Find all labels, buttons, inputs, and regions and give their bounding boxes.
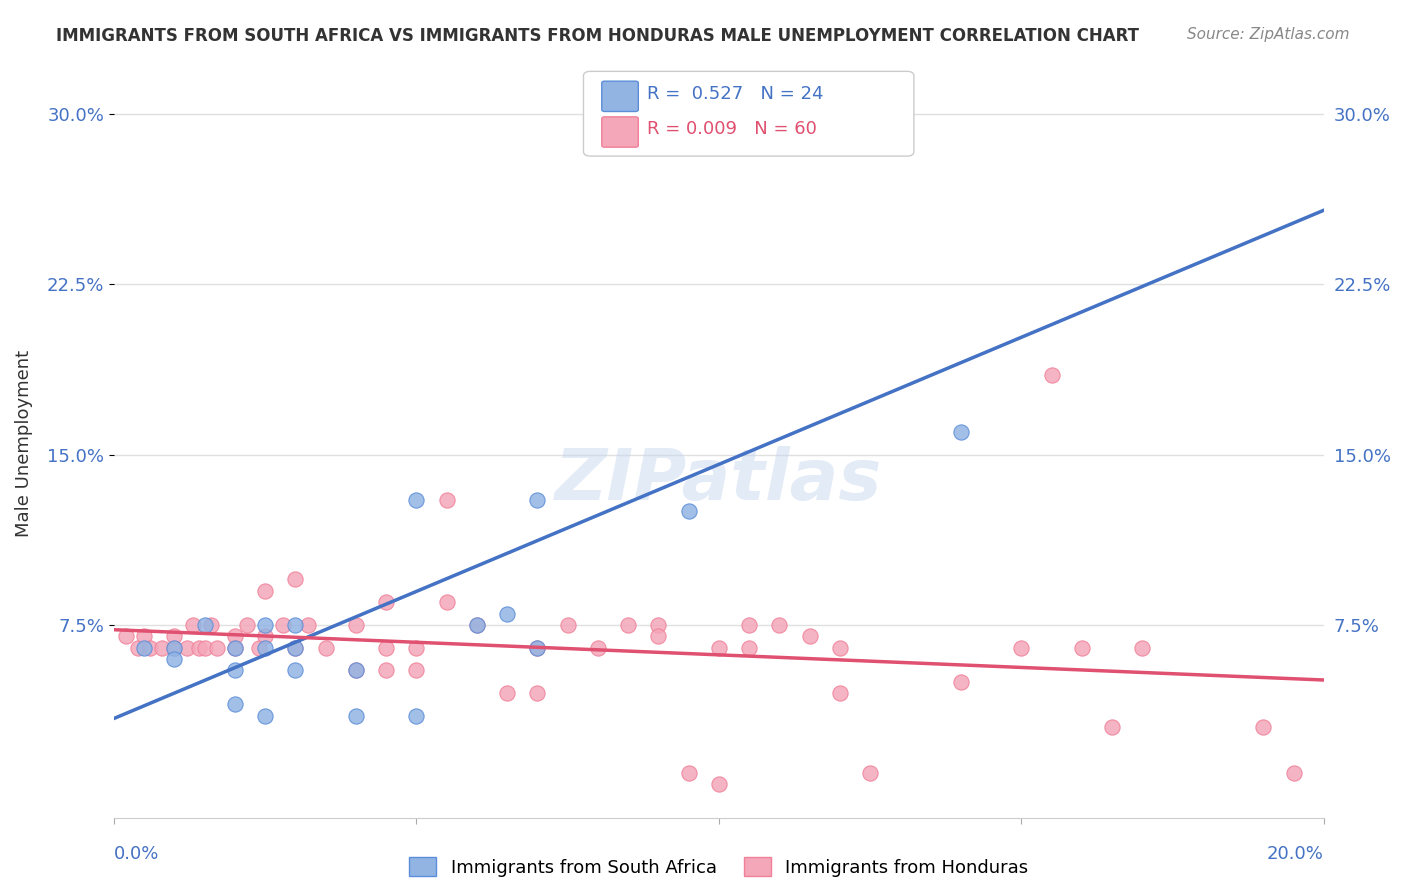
- Point: [375, 640, 398, 655]
- Legend: Immigrants from South Africa, Immigrants from Honduras: Immigrants from South Africa, Immigrants…: [402, 850, 1036, 884]
- Point: [678, 765, 700, 780]
- Point: [284, 618, 307, 632]
- Point: [405, 708, 427, 723]
- Point: [828, 640, 851, 655]
- Point: [526, 640, 548, 655]
- Point: [254, 708, 277, 723]
- Point: [526, 493, 548, 508]
- Text: R =  0.527   N = 24: R = 0.527 N = 24: [647, 85, 824, 103]
- Point: [557, 618, 579, 632]
- Point: [344, 663, 367, 677]
- Point: [617, 618, 640, 632]
- Point: [828, 686, 851, 700]
- Text: 0.0%: 0.0%: [114, 845, 159, 863]
- Point: [1071, 640, 1094, 655]
- Point: [799, 629, 821, 643]
- Point: [224, 640, 246, 655]
- Point: [1132, 640, 1154, 655]
- Point: [224, 663, 246, 677]
- Point: [375, 663, 398, 677]
- Point: [284, 640, 307, 655]
- Text: 20.0%: 20.0%: [1267, 845, 1324, 863]
- Point: [315, 640, 337, 655]
- Point: [254, 583, 277, 598]
- Text: Source: ZipAtlas.com: Source: ZipAtlas.com: [1187, 27, 1350, 42]
- Point: [344, 663, 367, 677]
- Point: [194, 618, 217, 632]
- Point: [768, 618, 790, 632]
- Point: [496, 607, 519, 621]
- Point: [465, 618, 488, 632]
- Point: [344, 708, 367, 723]
- Point: [181, 618, 204, 632]
- Point: [254, 640, 277, 655]
- Point: [200, 618, 222, 632]
- Point: [375, 595, 398, 609]
- Point: [134, 629, 156, 643]
- Point: [465, 618, 488, 632]
- Point: [405, 663, 427, 677]
- Point: [405, 640, 427, 655]
- Point: [949, 425, 972, 439]
- Point: [526, 640, 548, 655]
- Point: [1282, 765, 1305, 780]
- Point: [176, 640, 198, 655]
- Point: [738, 640, 761, 655]
- Point: [678, 504, 700, 518]
- Text: IMMIGRANTS FROM SOUTH AFRICA VS IMMIGRANTS FROM HONDURAS MALE UNEMPLOYMENT CORRE: IMMIGRANTS FROM SOUTH AFRICA VS IMMIGRAN…: [56, 27, 1139, 45]
- Point: [254, 629, 277, 643]
- Point: [115, 629, 138, 643]
- Point: [678, 129, 700, 144]
- Point: [247, 640, 270, 655]
- Point: [150, 640, 173, 655]
- Point: [194, 640, 217, 655]
- Y-axis label: Male Unemployment: Male Unemployment: [15, 350, 32, 537]
- Point: [707, 777, 730, 791]
- Point: [127, 640, 149, 655]
- Point: [187, 640, 209, 655]
- Text: ZIPatlas: ZIPatlas: [555, 446, 883, 516]
- Point: [163, 629, 186, 643]
- Point: [163, 652, 186, 666]
- Point: [297, 618, 319, 632]
- Point: [163, 640, 186, 655]
- Point: [163, 640, 186, 655]
- Point: [1253, 720, 1275, 734]
- Point: [224, 640, 246, 655]
- Point: [254, 618, 277, 632]
- Point: [405, 493, 427, 508]
- Point: [496, 686, 519, 700]
- Point: [273, 618, 295, 632]
- Point: [738, 618, 761, 632]
- Point: [1040, 368, 1063, 383]
- Point: [859, 765, 882, 780]
- Point: [236, 618, 259, 632]
- Point: [224, 698, 246, 712]
- Point: [647, 618, 669, 632]
- Point: [134, 640, 156, 655]
- Point: [139, 640, 162, 655]
- Point: [1010, 640, 1032, 655]
- Point: [284, 640, 307, 655]
- Text: R = 0.009   N = 60: R = 0.009 N = 60: [647, 120, 817, 138]
- Point: [224, 629, 246, 643]
- Point: [949, 674, 972, 689]
- Point: [284, 573, 307, 587]
- Point: [436, 493, 458, 508]
- Point: [284, 663, 307, 677]
- Point: [436, 595, 458, 609]
- Point: [707, 640, 730, 655]
- Point: [586, 640, 609, 655]
- Point: [344, 618, 367, 632]
- Point: [205, 640, 228, 655]
- Point: [1101, 720, 1123, 734]
- Point: [647, 629, 669, 643]
- Point: [526, 686, 548, 700]
